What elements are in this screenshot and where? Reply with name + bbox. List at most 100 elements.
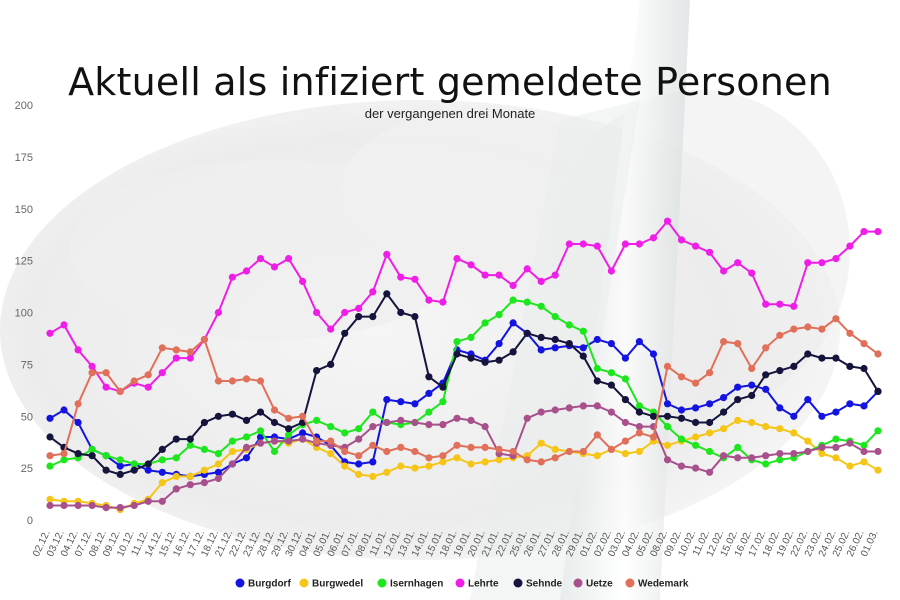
data-point [593, 452, 601, 460]
data-point [818, 325, 826, 333]
data-point [74, 418, 82, 427]
data-point [846, 400, 854, 408]
data-point [74, 346, 82, 354]
data-point [369, 472, 377, 480]
data-point [369, 408, 377, 416]
data-point [860, 228, 868, 236]
data-point [270, 418, 279, 427]
data-point [341, 429, 349, 437]
data-point [200, 479, 208, 487]
data-point [706, 429, 714, 437]
y-tick-label: 200 [15, 100, 33, 112]
data-point [720, 338, 728, 346]
legend-item-lehrte: Lehrte [455, 578, 499, 590]
data-point [663, 217, 672, 225]
data-point [565, 321, 573, 329]
data-point [720, 452, 728, 460]
data-point [593, 335, 601, 344]
data-point [341, 329, 349, 337]
data-point [846, 242, 854, 250]
data-point [411, 400, 419, 408]
data-point [537, 277, 545, 285]
data-point [481, 458, 489, 466]
data-point [818, 412, 826, 420]
data-point [481, 358, 489, 366]
data-point [200, 466, 208, 474]
data-point [186, 472, 194, 480]
data-point [369, 458, 377, 466]
legend-marker [513, 578, 523, 588]
data-point [425, 373, 433, 381]
data-point [439, 452, 447, 460]
data-point [383, 468, 391, 476]
legend-item-burgwedel: Burgwedel [299, 578, 363, 590]
data-point [453, 338, 461, 346]
data-point [734, 259, 742, 267]
data-point [411, 275, 419, 283]
data-point [467, 333, 475, 341]
data-point [579, 447, 587, 456]
data-point [635, 408, 644, 416]
data-point [411, 418, 419, 427]
data-point [467, 460, 475, 468]
data-point [790, 302, 798, 310]
data-point [495, 356, 503, 364]
y-tick-label: 50 [21, 411, 33, 423]
legend-label: Sehnde [526, 579, 563, 590]
legend-item-sehnde: Sehnde [513, 578, 563, 590]
data-point [299, 412, 307, 420]
data-point [551, 344, 559, 352]
data-point [467, 443, 475, 451]
data-point [720, 408, 728, 416]
data-point [635, 447, 644, 456]
data-point [677, 406, 686, 414]
data-point [186, 348, 194, 356]
data-point [383, 250, 391, 258]
data-point [832, 435, 840, 443]
data-point [242, 416, 251, 424]
data-point [579, 402, 587, 410]
data-point [74, 501, 82, 510]
data-point [88, 445, 96, 453]
data-point [228, 377, 236, 385]
data-point [776, 456, 784, 464]
y-tick-label: 125 [15, 256, 33, 268]
data-point [46, 414, 54, 422]
data-point [649, 412, 658, 420]
data-point [677, 462, 686, 470]
data-point [720, 267, 728, 275]
series-sehnde [46, 290, 882, 478]
data-point [551, 271, 559, 279]
data-point [200, 418, 208, 427]
legend-marker [377, 578, 387, 588]
data-point [607, 445, 616, 453]
data-point [649, 433, 658, 441]
data-point [270, 447, 279, 456]
data-point [116, 504, 124, 512]
data-point [425, 462, 433, 470]
data-point [607, 408, 616, 416]
legend-label: Uetze [586, 579, 613, 590]
data-point [453, 255, 461, 263]
data-point [102, 452, 110, 460]
data-point [523, 329, 531, 337]
data-point [551, 454, 559, 462]
data-point [481, 271, 489, 279]
data-point [256, 377, 265, 385]
data-point [186, 441, 194, 449]
data-point [46, 501, 54, 510]
data-point [762, 452, 770, 460]
x-axis: 02.12.03.12.04.12.07.12.08.12.09.12.10.1… [31, 529, 881, 559]
data-point [537, 439, 545, 447]
data-point [706, 248, 714, 256]
y-axis: 0 25 50 75 100 125 150 175 200 [15, 100, 33, 527]
data-point [832, 255, 840, 263]
data-point [832, 354, 840, 362]
data-point [776, 331, 784, 339]
series-wedemark [46, 315, 882, 466]
data-point [860, 441, 868, 449]
data-point [579, 240, 587, 248]
data-point [425, 421, 433, 429]
legend-marker [235, 578, 245, 588]
